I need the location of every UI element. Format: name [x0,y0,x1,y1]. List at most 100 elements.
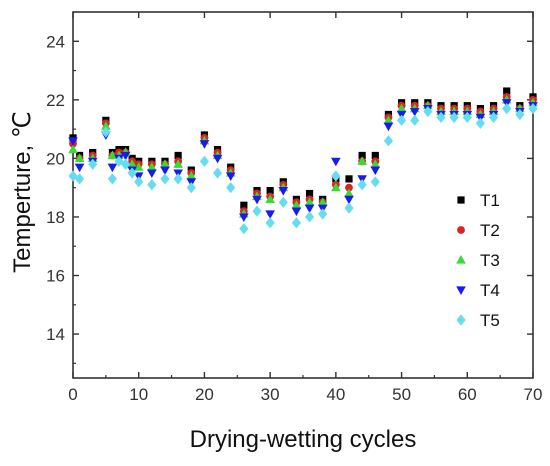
data-point [186,170,197,180]
legend-item-T1: T1 [457,191,500,210]
data-point [147,162,157,171]
data-point [357,156,367,165]
data-point [370,166,381,176]
data-point [344,195,354,205]
data-point [120,158,131,170]
data-point [265,217,275,229]
x-tick-label: 40 [326,385,345,404]
x-tick-label: 50 [392,385,411,404]
data-point [488,111,499,124]
legend-label: T3 [480,251,500,270]
data-point [331,157,341,167]
x-tick-label: 30 [261,385,280,404]
y-tick-label: 20 [46,149,65,168]
legend-marker [457,226,465,234]
data-point [370,176,380,188]
data-point [239,223,249,235]
data-point [396,114,407,126]
data-point [409,107,420,117]
data-point [357,179,367,191]
data-point [528,103,538,115]
legend-item-T4: T4 [456,281,500,300]
data-point [344,202,354,214]
data-point [515,108,525,121]
data-point [160,173,170,185]
data-point [107,163,118,173]
data-point [186,182,196,194]
data-point [383,122,394,132]
data-point [265,210,275,220]
data-point [68,144,78,154]
data-point [383,135,394,147]
y-tick-label: 24 [46,32,65,51]
y-axis-label: Temperture, ℃ [9,111,36,273]
x-tick-label: 10 [129,385,148,404]
legend-marker [456,255,466,264]
data-point [291,217,302,229]
data-point [423,105,433,118]
data-point [240,201,248,209]
data-point [212,167,223,179]
data-point [278,187,289,196]
x-tick-label: 70 [524,385,543,404]
data-point [449,111,459,124]
legend-label: T5 [480,311,500,330]
legend-item-T3: T3 [456,251,500,270]
data-point [383,115,394,124]
data-point [475,117,486,129]
legend-marker [456,314,466,326]
data-point [317,197,328,206]
data-point [462,111,472,124]
data-point [252,195,262,205]
data-point [345,175,353,183]
data-point [74,163,85,173]
plot-frame [72,11,534,379]
data-point [370,159,381,168]
data-point [226,182,236,194]
data-point [304,211,315,223]
data-point [291,200,302,209]
legend-item-T2: T2 [457,221,500,240]
data-point [503,87,511,95]
data-point [147,169,157,179]
data-point [212,154,223,164]
data-point [134,176,144,188]
data-point [252,205,262,217]
data-point [371,151,379,160]
data-point [74,173,85,185]
data-point [358,151,366,160]
y-tick-label: 14 [46,325,65,344]
data-point [160,166,170,176]
data-point [74,153,85,162]
legend: T1 T2 T3 T4 T5 [456,191,500,330]
data-point [160,159,170,168]
x-tick-label: 60 [458,385,477,404]
data-point [239,213,249,222]
legend-item-T5: T5 [456,311,500,330]
data-point [173,159,183,168]
data-point [304,197,315,206]
y-tick-label: 16 [46,267,65,286]
data-point [225,172,236,181]
data-point [133,162,144,171]
data-point [199,155,210,167]
axis-ticks: 0 10 20 30 40 50 60 70 14 16 18 20 22 24 [46,12,542,404]
data-point [68,137,78,146]
x-tick-label: 20 [195,385,214,404]
data-point [436,111,446,124]
data-point [101,121,111,130]
data-point [318,208,328,220]
data-point [199,140,210,149]
legend-label: T1 [480,191,500,210]
data-point [107,173,118,185]
data-point [331,170,341,182]
data-point [120,151,131,161]
data-point [174,151,182,160]
x-axis-label: Drying-wetting cycles [190,426,417,453]
data-point [147,179,157,191]
legend-label: T4 [480,281,500,300]
legend-marker [457,196,465,204]
data-point [173,173,183,185]
series-T5 [68,103,538,235]
data-point [278,196,288,208]
